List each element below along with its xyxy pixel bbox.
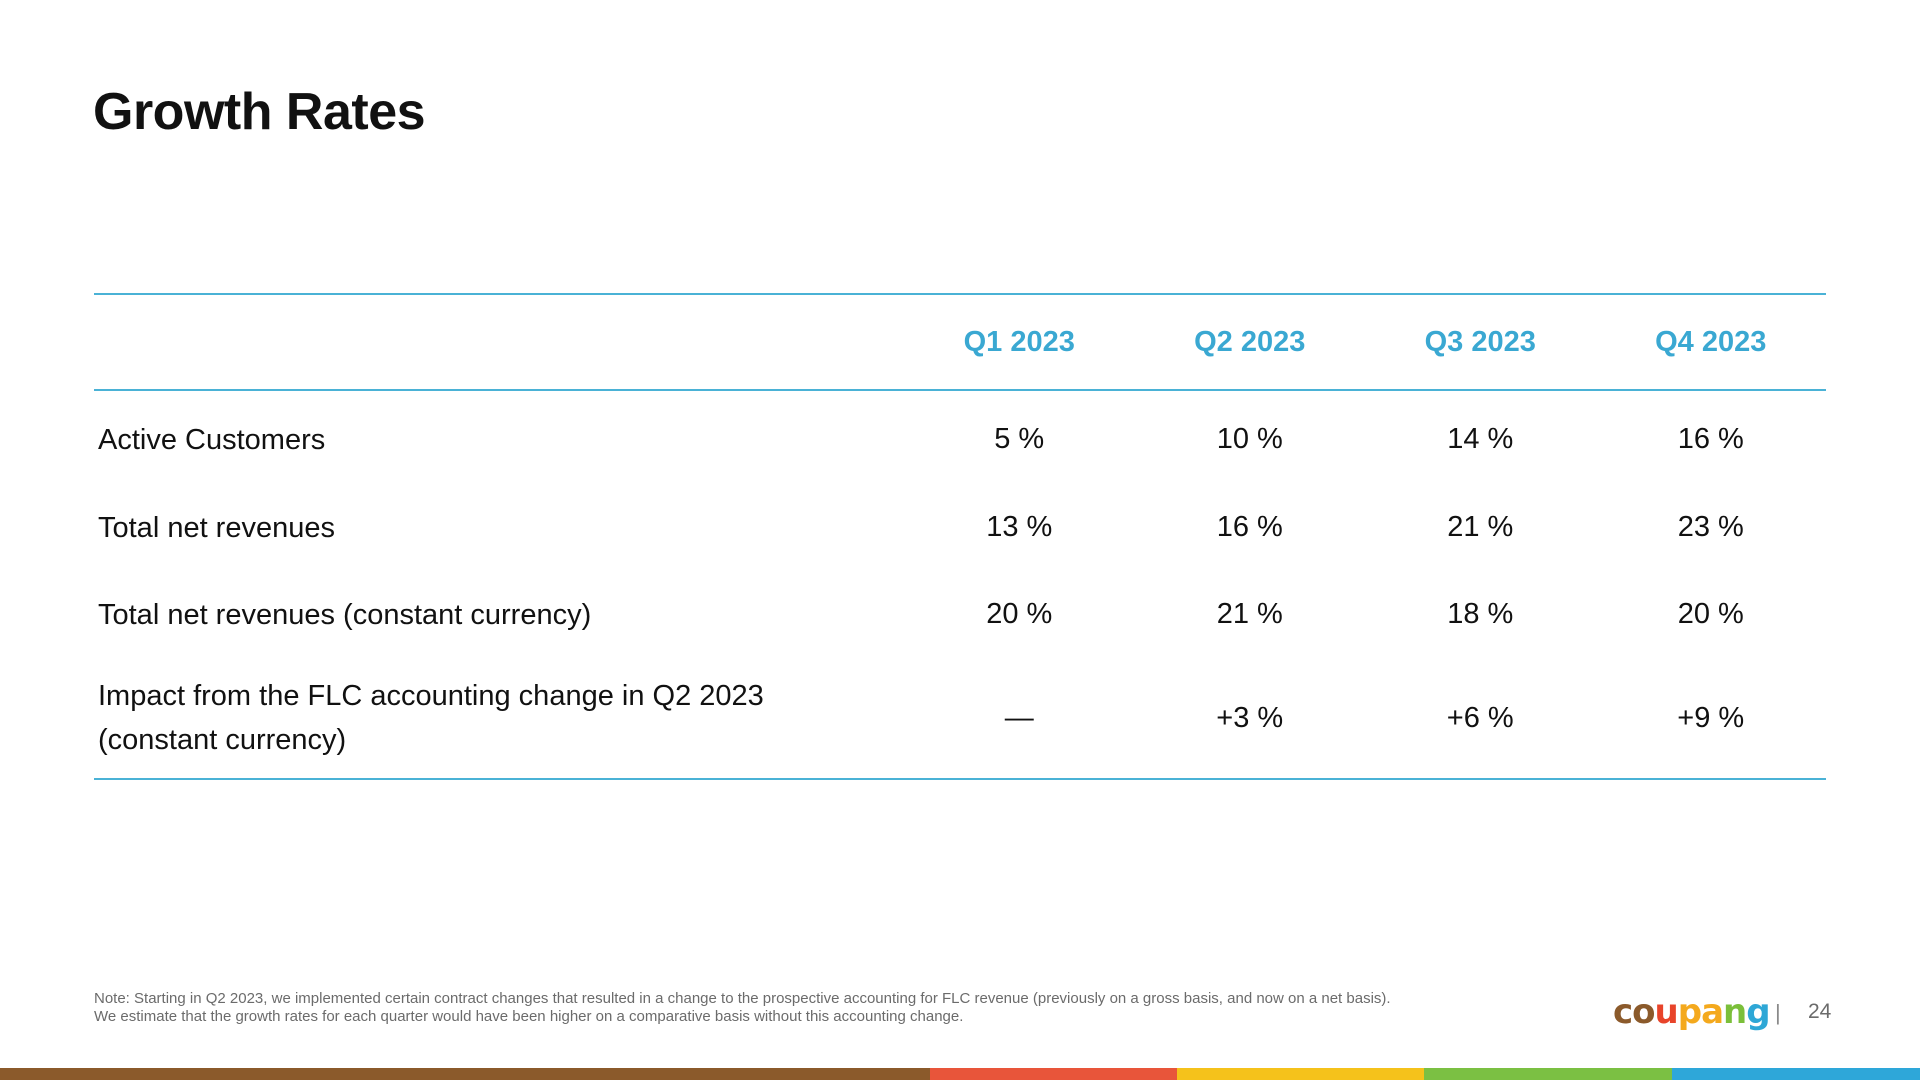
table-cell: +3 % bbox=[1216, 701, 1284, 734]
table-cell: 10 % bbox=[1216, 423, 1283, 455]
row-label-active-customers: Active Customers bbox=[98, 423, 326, 456]
growth-rates-table: Q1 2023 Q2 2023 Q3 2023 Q4 2023 Active C… bbox=[94, 293, 1826, 780]
coupang-logo: coupang bbox=[1613, 992, 1771, 1032]
logo-letter: a bbox=[1701, 992, 1724, 1032]
table-cell: 20 % bbox=[986, 598, 1053, 630]
table-cell: 13 % bbox=[986, 511, 1053, 543]
brand-color-bar bbox=[0, 1068, 1920, 1080]
row-label-total-net-revenues-constant-currency: Total net revenues (constant currency) bbox=[98, 598, 592, 631]
table-cell: 23 % bbox=[1677, 511, 1744, 543]
page-number: 24 bbox=[1808, 1000, 1832, 1023]
color-bar-segment bbox=[1672, 1068, 1920, 1080]
logo-letter: g bbox=[1746, 992, 1770, 1032]
page-title: Growth Rates bbox=[93, 83, 426, 141]
table-cell: 21 % bbox=[1447, 511, 1514, 543]
header-q2-2023: Q2 2023 bbox=[1194, 325, 1306, 358]
row-label-flc-impact-line1: Impact from the FLC accounting change in… bbox=[98, 680, 764, 712]
header-label-column bbox=[94, 294, 904, 390]
color-bar-segment bbox=[0, 1068, 930, 1080]
color-bar-segment bbox=[930, 1068, 1177, 1080]
table-cell: 20 % bbox=[1677, 598, 1744, 630]
logo-letter: p bbox=[1677, 992, 1702, 1032]
color-bar-segment bbox=[1424, 1068, 1672, 1080]
table-row: Total net revenues 13 % 16 % 21 % 23 % bbox=[94, 484, 1826, 571]
growth-rates-table-container: Q1 2023 Q2 2023 Q3 2023 Q4 2023 Active C… bbox=[94, 293, 1826, 780]
table-cell: 14 % bbox=[1447, 423, 1514, 455]
row-label-flc-impact-line2: (constant currency) bbox=[98, 724, 347, 756]
footer-separator: | bbox=[1775, 1000, 1781, 1025]
row-label-total-net-revenues: Total net revenues bbox=[98, 511, 335, 544]
header-q1-2023: Q1 2023 bbox=[963, 325, 1075, 358]
table-row: Active Customers 5 % 10 % 14 % 16 % bbox=[94, 390, 1826, 484]
logo-letter: c bbox=[1613, 992, 1633, 1032]
table-cell: +6 % bbox=[1446, 701, 1514, 734]
table-cell: 16 % bbox=[1677, 423, 1744, 455]
logo-letter: o bbox=[1632, 992, 1655, 1032]
table-row: Impact from the FLC accounting change in… bbox=[94, 658, 1826, 779]
table-cell: 18 % bbox=[1447, 598, 1514, 630]
logo-letter: u bbox=[1654, 992, 1679, 1032]
header-q3-2023: Q3 2023 bbox=[1424, 325, 1536, 358]
table-row: Total net revenues (constant currency) 2… bbox=[94, 571, 1826, 658]
footnote-line-2: We estimate that the growth rates for ea… bbox=[94, 1008, 964, 1025]
color-bar-segment bbox=[1177, 1068, 1424, 1080]
table-cell: — bbox=[1004, 701, 1034, 734]
table-cell: 21 % bbox=[1216, 598, 1283, 630]
logo-letter: n bbox=[1723, 992, 1747, 1032]
footnote: Note: Starting in Q2 2023, we implemente… bbox=[94, 990, 1574, 1026]
footnote-line-1: Note: Starting in Q2 2023, we implemente… bbox=[94, 990, 1391, 1007]
header-q4-2023: Q4 2023 bbox=[1655, 325, 1767, 358]
table-header-row: Q1 2023 Q2 2023 Q3 2023 Q4 2023 bbox=[94, 294, 1826, 390]
table-cell: +9 % bbox=[1677, 701, 1745, 734]
table-cell: 16 % bbox=[1216, 511, 1283, 543]
row-label-flc-impact: Impact from the FLC accounting change in… bbox=[94, 658, 904, 779]
table-cell: 5 % bbox=[994, 423, 1045, 455]
